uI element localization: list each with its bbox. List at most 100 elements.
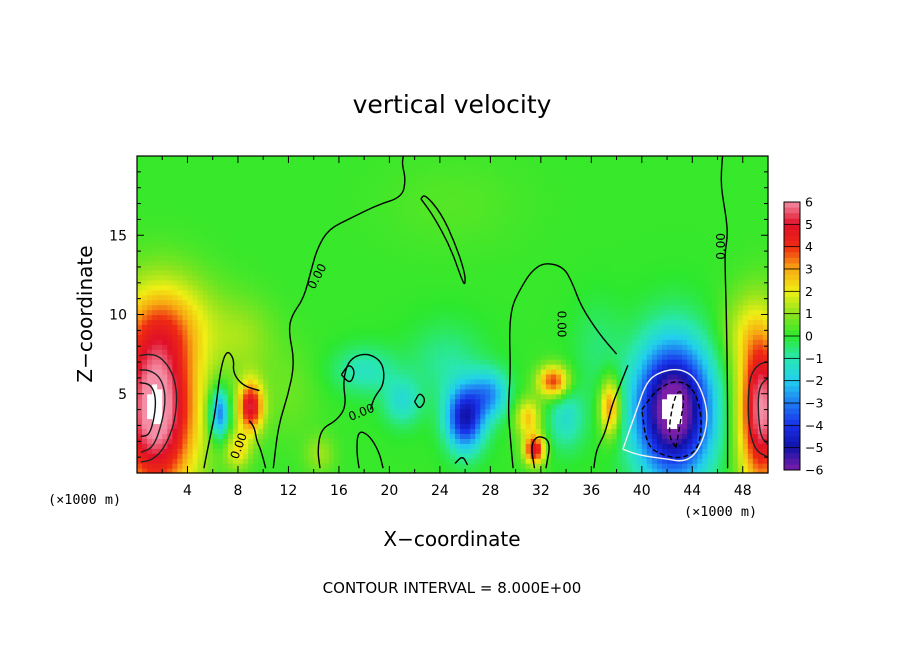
heatmap-cell: [495, 428, 502, 434]
heatmap-cell: [197, 334, 204, 340]
heatmap-cell: [636, 383, 643, 390]
heatmap-cell: [354, 383, 360, 390]
heatmap-cell: [232, 468, 239, 474]
heatmap-cell: [717, 274, 724, 281]
heatmap-cell: [419, 443, 426, 449]
heatmap-cell: [192, 274, 199, 281]
heatmap-cell: [137, 393, 143, 400]
heatmap-cell: [333, 344, 340, 350]
heatmap-cell: [237, 334, 244, 340]
heatmap-cell: [232, 334, 239, 340]
heatmap-cell: [202, 304, 209, 311]
heatmap-cell: [399, 453, 406, 459]
heatmap-cell: [566, 448, 572, 454]
heatmap-cell: [343, 453, 350, 459]
heatmap-cell: [616, 368, 623, 375]
heatmap-cell: [232, 448, 239, 454]
heatmap-cell: [182, 329, 189, 335]
heatmap-cell: [227, 438, 234, 444]
heatmap-cell: [737, 408, 744, 415]
heatmap-cell: [480, 448, 486, 454]
heatmap-cell: [596, 378, 603, 385]
heatmap-cell: [495, 388, 502, 395]
heatmap-cell: [222, 309, 229, 316]
heatmap-cell: [414, 463, 421, 469]
heatmap-cell: [550, 289, 557, 296]
heatmap-cell: [591, 354, 597, 360]
heatmap-cell: [505, 359, 512, 365]
heatmap-cell: [202, 403, 209, 410]
heatmap-cell: [328, 433, 335, 439]
heatmap-cell: [202, 423, 209, 430]
heatmap-cell: [419, 294, 426, 301]
heatmap-cell: [364, 368, 370, 375]
heatmap-cell: [369, 364, 375, 370]
heatmap-cell: [308, 319, 315, 325]
heatmap-cell: [227, 428, 234, 434]
heatmap-cell: [465, 373, 471, 380]
heatmap-cell: [661, 453, 668, 459]
heatmap-cell: [333, 304, 340, 311]
heatmap-cell: [475, 359, 481, 365]
heatmap-cell: [571, 438, 577, 444]
heatmap-cell: [550, 349, 557, 355]
heatmap-cell: [510, 304, 517, 311]
heatmap-cell: [197, 393, 204, 400]
heatmap-cell: [525, 408, 532, 415]
heatmap-cell: [606, 433, 613, 439]
heatmap-cell: [293, 324, 300, 330]
heatmap-cell: [495, 279, 502, 286]
heatmap-cell: [490, 418, 497, 425]
heatmap-cell: [586, 334, 592, 340]
heatmap-cell: [611, 458, 618, 464]
heatmap-cell: [520, 418, 527, 425]
heatmap-cell: [586, 329, 592, 335]
heatmap-cell: [364, 364, 370, 370]
heatmap-cell: [323, 418, 330, 425]
heatmap-cell: [429, 413, 436, 420]
heatmap-cell: [555, 309, 562, 316]
heatmap-cell: [349, 294, 355, 301]
heatmap-cell: [157, 274, 163, 281]
heatmap-cell: [278, 314, 284, 321]
heatmap-cell: [338, 453, 345, 459]
heatmap-cell: [692, 349, 698, 355]
heatmap-cell: [394, 319, 401, 325]
heatmap-cell: [328, 324, 335, 330]
heatmap-cell: [343, 428, 350, 434]
heatmap-cell: [692, 344, 698, 350]
heatmap-cell: [243, 413, 249, 420]
heatmap-cell: [621, 418, 628, 425]
heatmap-cell: [439, 398, 446, 405]
heatmap-cell: [646, 383, 653, 390]
heatmap-cell: [359, 324, 365, 330]
heatmap-cell: [333, 378, 340, 385]
heatmap-cell: [697, 403, 703, 410]
heatmap-cell: [661, 299, 668, 306]
heatmap-cell: [404, 344, 411, 350]
heatmap-cell: [202, 383, 209, 390]
heatmap-cell: [616, 408, 623, 415]
heatmap-cell: [248, 393, 254, 400]
heatmap-cell: [616, 314, 623, 321]
heatmap-cell: [465, 378, 471, 385]
heatmap-cell: [460, 274, 466, 281]
heatmap-cell: [338, 359, 345, 365]
heatmap-cell: [192, 453, 199, 459]
heatmap-cell: [227, 393, 234, 400]
heatmap-cell: [243, 448, 249, 454]
heatmap-cell: [596, 368, 603, 375]
heatmap-cell: [359, 378, 365, 385]
heatmap-cell: [263, 334, 269, 340]
heatmap-cell: [152, 349, 158, 355]
heatmap-cell: [237, 309, 244, 316]
heatmap-cell: [273, 468, 279, 474]
heatmap-cell: [591, 368, 597, 375]
heatmap-cell: [258, 359, 264, 365]
heatmap-cell: [515, 428, 522, 434]
heatmap-cell: [571, 314, 577, 321]
heatmap-cell: [207, 423, 214, 430]
heatmap-cell: [722, 319, 729, 325]
heatmap-cell: [147, 393, 153, 400]
heatmap-cell: [419, 383, 426, 390]
